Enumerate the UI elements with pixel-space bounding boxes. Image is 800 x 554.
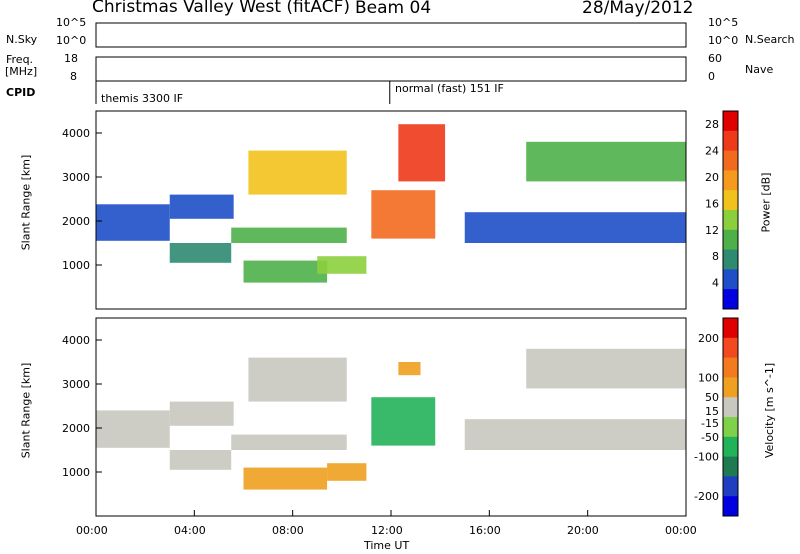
freq-label-line1: Freq.: [6, 53, 34, 66]
nsky-label: N.Sky: [6, 33, 38, 46]
panel-0-band-1: [169, 194, 234, 219]
panel-1-band-1: [169, 401, 234, 426]
panel-0-colorbar-tick-2: 12: [705, 224, 719, 237]
panel-1-band-2: [169, 450, 232, 470]
panel-1-colorbar-segment-3: [723, 377, 738, 398]
panel-0-frame: [95, 110, 687, 310]
panel-1-band-4: [243, 467, 328, 490]
panel-0-colorbar-segment-7: [723, 249, 738, 270]
nsearch-label: N.Search: [745, 33, 795, 46]
panel-1-colorbar-segment-1: [723, 337, 738, 359]
panel-1-colorbar-segment-2: [723, 357, 738, 378]
panel-1-colorbar-tick-5: -50: [701, 431, 719, 444]
nsky-panel-frame: [95, 22, 687, 48]
panel-0-colorbar-segment-8: [723, 269, 738, 290]
panel-0-colorbar-segment-6: [723, 229, 738, 251]
panel-1-band-3: [231, 434, 347, 450]
panel-0-band-10: [526, 141, 686, 182]
panel-1-colorbar-tick-4: -15: [701, 417, 719, 430]
panel-1-colorbar-tick-3: 15: [705, 405, 719, 418]
panel-1-colorbar-segment-7: [723, 456, 738, 477]
panel-1-colorbar-frame: [722, 317, 739, 517]
panel-0-colorbar-tick-6: 28: [705, 118, 719, 131]
panel-0-colorbar-segment-5: [723, 210, 738, 231]
nave-tick-top: 60: [708, 52, 722, 65]
x-axis-label: Time UT: [364, 539, 410, 552]
panel-0-colorbar-tick-1: 8: [712, 250, 719, 263]
nsky-tick-top: 10^5: [56, 16, 87, 29]
panel-1-band-6: [248, 357, 347, 402]
freq-tick-top: 18: [64, 52, 78, 65]
x-tick-label-0: 00:00: [76, 524, 108, 537]
panel-0-band-2: [169, 243, 232, 263]
nsearch-tick-bottom: 10^0: [708, 34, 739, 47]
panel-0-colorbar-segment-9: [723, 289, 738, 310]
panel-0-band-0: [96, 204, 170, 241]
panel-0-colorbar-segment-1: [723, 130, 738, 152]
panel-1-colorbar-tick-6: -100: [694, 451, 719, 464]
nave-label: Nave: [745, 63, 774, 76]
freq-tick-bottom: 8: [70, 70, 77, 83]
date-title: 28/May/2012: [582, 0, 694, 18]
x-tick-label-4: 16:00: [469, 524, 501, 537]
panel-1-colorbar-tick-7: -200: [694, 490, 719, 503]
panel-0-band-4: [243, 260, 328, 283]
panel-0-ytick-label-2: 3000: [62, 171, 90, 184]
panel-1-colorbar-segment-6: [723, 436, 738, 458]
x-tick-label-3: 12:00: [371, 524, 403, 537]
panel-1-band-7: [371, 397, 436, 446]
panel-1-ytick-label-1: 2000: [62, 422, 90, 435]
panel-1-colorbar-segment-5: [723, 417, 738, 438]
panel-0-band-9: [464, 212, 686, 243]
panel-0-colorbar-segment-4: [723, 190, 738, 211]
panel-0-band-7: [371, 190, 436, 239]
site-title: Christmas Valley West (fitACF): [92, 0, 351, 17]
panel-0-ytick-label-0: 1000: [62, 259, 90, 272]
freq-label-line2: [MHz]: [5, 65, 38, 78]
cpid-segment-1: themis 3300 IF: [101, 92, 184, 105]
panel-0-colorbar-segment-0: [723, 111, 738, 132]
panel-1-colorbar-segment-8: [723, 476, 738, 497]
panel-0-colorbar-tick-5: 24: [705, 145, 719, 158]
panel-0-band-6: [248, 150, 347, 195]
panel-0-band-3: [231, 227, 347, 243]
panel-1-band-10: [526, 348, 686, 389]
panel-1-band-5: [327, 463, 367, 481]
panel-0-colorbar-frame: [722, 110, 739, 310]
nsky-tick-bottom: 10^0: [56, 34, 87, 47]
freq-panel-frame: [95, 56, 687, 82]
panel-1-colorbar-tick-1: 100: [698, 371, 719, 384]
panel-0-ytick-label-3: 4000: [62, 127, 90, 140]
panel-1-ytick-label-0: 1000: [62, 466, 90, 479]
panel-0-colorbar-tick-0: 4: [712, 277, 719, 290]
x-tick-label-2: 08:00: [272, 524, 304, 537]
panel-1-colorbar-tick-0: 200: [698, 332, 719, 345]
panel-0-ytick-label-1: 2000: [62, 215, 90, 228]
panel-1-colorbar-segment-4: [723, 397, 738, 418]
panel-0-band-8: [398, 124, 446, 182]
panel-0-colorbar-segment-3: [723, 170, 738, 191]
panel-1-colorbar-segment-9: [723, 496, 738, 517]
panel-0-colorbar-tick-3: 16: [705, 197, 719, 210]
panel-1-ytick-label-3: 4000: [62, 334, 90, 347]
nsearch-tick-top: 10^5: [708, 16, 739, 29]
cpid-segment-2: normal (fast) 151 IF: [395, 82, 504, 95]
panel-1-band-9: [464, 419, 686, 450]
panel-0-band-5: [317, 256, 367, 274]
cpid-label: CPID: [6, 86, 36, 99]
nave-tick-bottom: 0: [708, 70, 715, 83]
x-tick-label-5: 20:00: [567, 524, 599, 537]
panel-0-colorbar-segment-2: [723, 150, 738, 171]
panel-1-colorbar-segment-0: [723, 318, 738, 339]
panel-0-colorbar-tick-4: 20: [705, 171, 719, 184]
beam-title: Beam 04: [355, 0, 432, 18]
panel-1-band-0: [96, 410, 170, 448]
panel-1-colorbar-tick-2: 50: [705, 391, 719, 404]
x-tick-label-6: 00:00: [665, 524, 697, 537]
x-tick-label-1: 04:00: [174, 524, 206, 537]
panel-1-band-8: [398, 362, 421, 376]
panel-1-ytick-label-2: 3000: [62, 378, 90, 391]
